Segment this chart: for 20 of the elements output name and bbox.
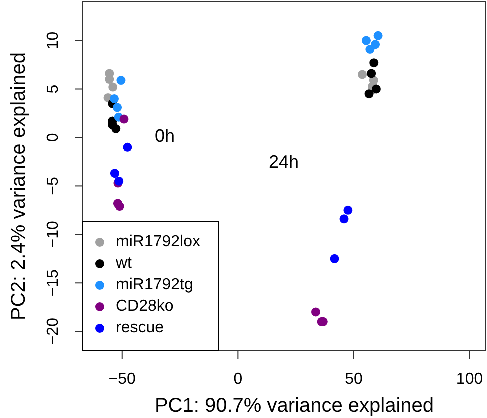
x-axis-title: PC1: 90.7% variance explained bbox=[154, 395, 434, 417]
annotation: 24h bbox=[268, 152, 300, 172]
y-tick-label: 5 bbox=[45, 84, 62, 94]
x-tick-label: −50 bbox=[108, 371, 136, 388]
legend-label: miR1792lox bbox=[116, 234, 200, 251]
annotation: 0h bbox=[154, 126, 176, 146]
y-tick-label: 10 bbox=[45, 32, 62, 50]
y-tick-label: 0 bbox=[45, 133, 62, 142]
y-tick-label: −5 bbox=[45, 176, 62, 196]
x-tick-label: 100 bbox=[456, 371, 484, 388]
y-tick-label: −15 bbox=[45, 269, 62, 297]
legend-label: miR1792tg bbox=[116, 276, 194, 294]
y-axis-title: PC2: 2.4% variance explained bbox=[8, 52, 30, 320]
legend-label: rescue bbox=[116, 320, 164, 337]
x-tick-label: 0 bbox=[234, 371, 243, 388]
legend-label: CD28ko bbox=[116, 298, 174, 316]
y-tick-label: −10 bbox=[45, 220, 62, 248]
legend-label: wt bbox=[115, 255, 133, 272]
x-tick-label: 50 bbox=[345, 371, 363, 388]
y-tick-label: −20 bbox=[45, 318, 62, 346]
